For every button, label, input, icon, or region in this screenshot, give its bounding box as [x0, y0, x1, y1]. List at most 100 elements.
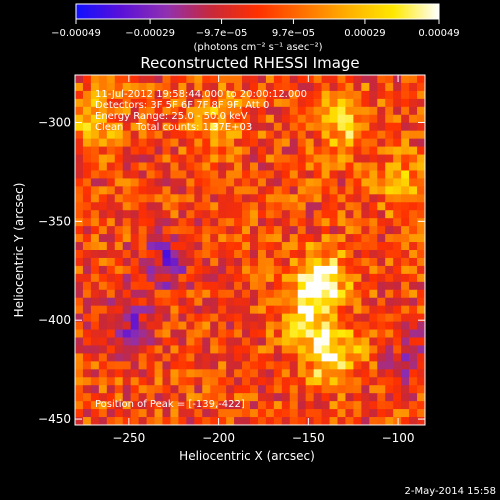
heatmap-cell [337, 218, 347, 227]
heatmap-cell [377, 289, 386, 299]
heatmap-cell [385, 234, 394, 243]
heatmap-cell [401, 186, 410, 195]
heatmap-cell [90, 234, 100, 243]
heatmap-cell [106, 75, 116, 84]
heatmap-cell [353, 178, 362, 187]
heatmap-cell [178, 170, 187, 179]
heatmap-cell [401, 417, 410, 425]
heatmap-cell [218, 210, 227, 219]
heatmap-cell [409, 98, 418, 108]
heatmap-cell [154, 82, 164, 92]
heatmap-cell [202, 305, 211, 315]
heatmap-cell [218, 178, 227, 187]
heatmap-cell [393, 361, 402, 370]
heatmap-cell [202, 146, 211, 156]
heatmap-cell [98, 353, 108, 362]
heatmap-cell [218, 313, 227, 323]
heatmap-cell [289, 218, 299, 227]
heatmap-cell [417, 257, 425, 267]
heatmap-cell [162, 162, 172, 172]
heatmap-cell [130, 265, 140, 275]
heatmap-cell [98, 170, 108, 179]
heatmap-cell [170, 273, 179, 283]
heatmap-cell [210, 154, 219, 164]
heatmap-cell [297, 226, 307, 235]
heatmap-cell [210, 361, 219, 370]
heatmap-cell [210, 242, 219, 251]
heatmap-cell [393, 369, 402, 378]
heatmap-cell [202, 82, 211, 92]
heatmap-cell [170, 385, 179, 394]
heatmap-cell [114, 202, 124, 211]
heatmap-cell [178, 186, 187, 195]
heatmap-cell [409, 289, 418, 299]
heatmap-cell [281, 138, 291, 148]
heatmap-cell [337, 361, 347, 370]
heatmap-cell [313, 162, 323, 172]
heatmap-cell [178, 154, 187, 164]
heatmap-cell [106, 106, 116, 116]
heatmap-cell [106, 297, 116, 307]
heatmap-cell [186, 313, 195, 323]
heatmap-cell [226, 170, 235, 179]
heatmap-cell [138, 170, 148, 179]
heatmap-cell [369, 273, 378, 283]
heatmap-cell [146, 194, 156, 203]
heatmap-cell [385, 242, 394, 251]
heatmap-cell [178, 226, 187, 235]
heatmap-cell [226, 186, 235, 195]
heatmap-cell [98, 265, 108, 275]
heatmap-cell [106, 289, 116, 299]
heatmap-cell [257, 162, 267, 172]
heatmap-cell [82, 130, 92, 140]
heatmap-cell [138, 273, 148, 283]
heatmap-cell [98, 186, 108, 195]
heatmap-cell [289, 178, 299, 187]
heatmap-cell [186, 321, 195, 331]
heatmap-cell [250, 178, 259, 187]
heatmap-cell [75, 369, 84, 378]
heatmap-cell [210, 401, 219, 410]
heatmap-cell [138, 401, 148, 410]
heatmap-cell [337, 162, 347, 172]
heatmap-cell [329, 138, 339, 148]
heatmap-cell [369, 210, 378, 219]
heatmap-cell [361, 194, 370, 203]
heatmap-cell [138, 90, 148, 100]
heatmap-cell [393, 178, 402, 187]
heatmap-cell [250, 250, 259, 259]
heatmap-cell [82, 313, 92, 323]
heatmap-cell [313, 257, 323, 267]
heatmap-cell [305, 257, 315, 267]
heatmap-cell [138, 194, 148, 203]
x-axis-label: Heliocentric X (arcsec) [179, 449, 315, 463]
heatmap-cell [409, 202, 418, 211]
heatmap-cell [297, 194, 307, 203]
heatmap-cell [194, 417, 203, 425]
heatmap-cell [345, 218, 354, 227]
heatmap-cell [210, 234, 219, 243]
heatmap-cell [138, 385, 148, 394]
heatmap-cell [385, 154, 394, 164]
heatmap-cell [138, 321, 148, 331]
heatmap-cell [90, 361, 100, 370]
heatmap-cell [369, 321, 378, 331]
heatmap-cell [353, 98, 362, 108]
heatmap-cell [186, 377, 195, 386]
heatmap-cell [122, 138, 132, 148]
heatmap-cell [257, 202, 267, 211]
heatmap-cell [273, 409, 283, 418]
heatmap-cell [345, 114, 354, 124]
heatmap-cell [178, 194, 187, 203]
heatmap-cell [194, 345, 203, 354]
heatmap-cell [82, 417, 92, 425]
heatmap-cell [98, 82, 108, 92]
heatmap-cell [202, 265, 211, 275]
heatmap-cell [289, 361, 299, 370]
heatmap-cell [369, 122, 378, 132]
heatmap-cell [202, 289, 211, 299]
heatmap-cell [138, 122, 148, 132]
heatmap-cell [297, 234, 307, 243]
heatmap-cell [114, 218, 124, 227]
heatmap-cell [75, 162, 84, 172]
